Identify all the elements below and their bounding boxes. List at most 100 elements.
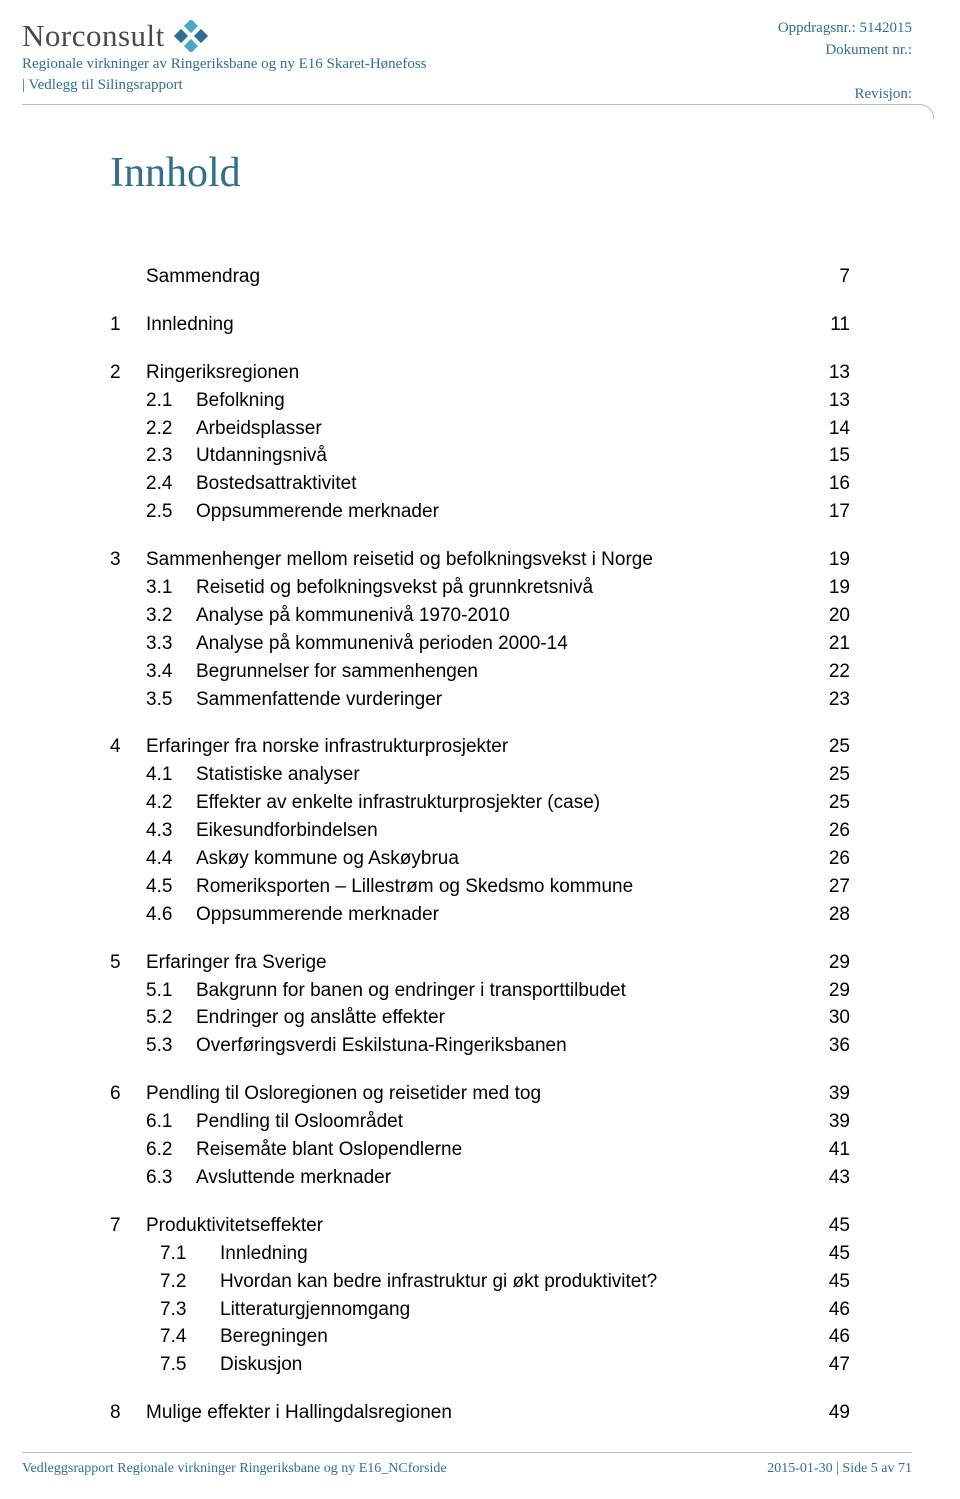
toc-title: Begrunnelser for sammenhengen: [196, 662, 806, 683]
toc-title: Pendling til Osloområdet: [196, 1112, 806, 1133]
toc-number: 2: [110, 363, 146, 384]
toc-title: Effekter av enkelte infrastrukturprosjek…: [196, 793, 806, 814]
toc-title: Innledning: [146, 315, 806, 336]
toc-group-gap: [110, 1196, 850, 1216]
toc-number: 3.2: [110, 606, 196, 627]
toc-number: 1: [110, 315, 146, 336]
toc-row-level1: 5Erfaringer fra Sverige29: [110, 953, 850, 974]
toc-page: 11: [806, 315, 850, 336]
toc-page: 14: [806, 419, 850, 440]
page: Norconsult Regional: [0, 0, 960, 1499]
toc-number: 3.3: [110, 634, 196, 655]
header-dokumentnr: Dokument nr.:: [778, 40, 912, 62]
toc-row-level2: 7.3Litteraturgjennomgang46: [110, 1300, 850, 1321]
toc-row-level1: 6Pendling til Osloregionen og reisetider…: [110, 1084, 850, 1105]
page-footer: Vedleggsrapport Regionale virkninger Rin…: [22, 1452, 912, 1477]
toc-page: 36: [806, 1036, 850, 1057]
toc-title: Oppsummerende merknader: [196, 905, 806, 926]
toc-number: 4.1: [110, 765, 196, 786]
toc-row-level2: 6.2Reisemåte blant Oslopendlerne41: [110, 1140, 850, 1161]
toc-row-level2: 2.3Utdanningsnivå15: [110, 446, 850, 467]
toc-title: Erfaringer fra norske infrastrukturprosj…: [146, 737, 806, 758]
toc-number: 7.4: [110, 1327, 220, 1348]
toc-number: 3.4: [110, 662, 196, 683]
toc-page: 39: [806, 1084, 850, 1105]
footer-left: Vedleggsrapport Regionale virkninger Rin…: [22, 1461, 447, 1477]
toc-row-level2: 3.3Analyse på kommunenivå perioden 2000-…: [110, 634, 850, 655]
toc-page: 49: [806, 1403, 850, 1424]
toc-page: 22: [806, 662, 850, 683]
toc-title: Litteraturgjennomgang: [220, 1300, 806, 1321]
toc-row-level2: 3.4Begrunnelser for sammenhengen22: [110, 662, 850, 683]
toc-number: 5.1: [110, 981, 196, 1002]
toc-row-level1: 2Ringeriksregionen13: [110, 363, 850, 384]
toc-number: 4.3: [110, 821, 196, 842]
toc-row-level2: 7.2Hvordan kan bedre infrastruktur gi øk…: [110, 1272, 850, 1293]
toc-number: 2.5: [110, 502, 196, 523]
toc-number: 4.4: [110, 849, 196, 870]
toc-number: 4.6: [110, 905, 196, 926]
header-oppdragsnr: Oppdragsnr.: 5142015: [778, 18, 912, 40]
toc-title: Overføringsverdi Eskilstuna-Ringeriksban…: [196, 1036, 806, 1057]
toc-group-gap: [110, 1064, 850, 1084]
toc-title: Arbeidsplasser: [196, 419, 806, 440]
toc-row-level2: 7.5Diskusjon47: [110, 1355, 850, 1376]
toc-number: [110, 267, 146, 288]
toc-page: 20: [806, 606, 850, 627]
toc-page: 30: [806, 1008, 850, 1029]
toc-page: 26: [806, 821, 850, 842]
toc-page: 19: [806, 578, 850, 599]
toc-title: Ringeriksregionen: [146, 363, 806, 384]
toc-row-level2: 4.2Effekter av enkelte infrastrukturpros…: [110, 793, 850, 814]
toc-group-gap: [110, 1383, 850, 1403]
logo-text: Norconsult: [22, 18, 165, 54]
toc-page: 29: [806, 953, 850, 974]
toc-row-level2: 4.1Statistiske analyser25: [110, 765, 850, 786]
page-title: Innhold: [110, 149, 850, 197]
toc-row-level2: 7.4Beregningen46: [110, 1327, 850, 1348]
toc-row-level2: 6.1Pendling til Osloområdet39: [110, 1112, 850, 1133]
toc-number: 7.3: [110, 1300, 220, 1321]
toc-title: Askøy kommune og Askøybrua: [196, 849, 806, 870]
toc-number: 2.4: [110, 474, 196, 495]
footer-right: 2015-01-30 | Side 5 av 71: [767, 1461, 912, 1477]
toc-title: Innledning: [220, 1244, 806, 1265]
toc-number: 3: [110, 550, 146, 571]
toc-page: 7: [806, 267, 850, 288]
table-of-contents: Sammendrag71Innledning112Ringeriksregion…: [110, 267, 850, 1424]
toc-number: 7.1: [110, 1244, 220, 1265]
toc-title: Statistiske analyser: [196, 765, 806, 786]
toc-number: 2.1: [110, 391, 196, 412]
toc-title: Eikesundforbindelsen: [196, 821, 806, 842]
toc-row-level2: 7.1Innledning45: [110, 1244, 850, 1265]
toc-page: 45: [806, 1216, 850, 1237]
toc-title: Pendling til Osloregionen og reisetider …: [146, 1084, 806, 1105]
toc-page: 13: [806, 391, 850, 412]
toc-title: Oppsummerende merknader: [196, 502, 806, 523]
toc-row-level2: 5.2Endringer og anslåtte effekter30: [110, 1008, 850, 1029]
toc-title: Sammenfattende vurderinger: [196, 690, 806, 711]
toc-number: 3.1: [110, 578, 196, 599]
toc-title: Analyse på kommunenivå perioden 2000-14: [196, 634, 806, 655]
toc-row-level2: 4.4Askøy kommune og Askøybrua26: [110, 849, 850, 870]
toc-number: 4: [110, 737, 146, 758]
toc-page: 25: [806, 737, 850, 758]
toc-title: Sammenhenger mellom reisetid og befolkni…: [146, 550, 806, 571]
toc-number: 4.2: [110, 793, 196, 814]
toc-title: Produktivitetseffekter: [146, 1216, 806, 1237]
toc-row-level1: 7Produktivitetseffekter45: [110, 1216, 850, 1237]
toc-title: Endringer og anslåtte effekter: [196, 1008, 806, 1029]
toc-page: 15: [806, 446, 850, 467]
toc-page: 46: [806, 1327, 850, 1348]
toc-number: 6.2: [110, 1140, 196, 1161]
toc-number: 7.5: [110, 1355, 220, 1376]
toc-row-level2: 4.5Romeriksporten – Lillestrøm og Skedsm…: [110, 877, 850, 898]
toc-group-gap: [110, 717, 850, 737]
toc-title: Romeriksporten – Lillestrøm og Skedsmo k…: [196, 877, 806, 898]
toc-row-level2: 3.1Reisetid og befolkningsvekst på grunn…: [110, 578, 850, 599]
toc-title: Beregningen: [220, 1327, 806, 1348]
toc-row-level1: 8Mulige effekter i Hallingdalsregionen49: [110, 1403, 850, 1424]
toc-number: 7: [110, 1216, 146, 1237]
toc-group-gap: [110, 933, 850, 953]
toc-number: 2.2: [110, 419, 196, 440]
